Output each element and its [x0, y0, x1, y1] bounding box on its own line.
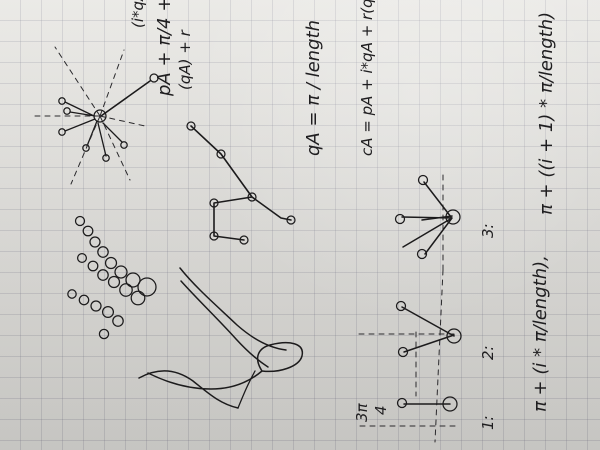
- fraction-bottom: 4: [372, 405, 390, 415]
- bottom-formulas: π + (i * π/length), π + ((i + 1) * π/len…: [530, 12, 557, 412]
- upper-formulas: pA + π/4 + (qA) + r (i*qA) qA = π / leng…: [129, 0, 376, 156]
- bottom-formula-right: π + ((i + 1) * π/length): [536, 12, 557, 215]
- zigzag-chain-sketch: [186, 121, 296, 245]
- label-3: 3:: [479, 223, 497, 238]
- top-radial-sketch: [33, 46, 159, 185]
- snake-sketch: [138, 267, 304, 409]
- fraction-top: 3π: [353, 402, 371, 422]
- bottom-formula-left: π + (i * π/length),: [530, 255, 551, 412]
- ca-formula: cA = pA + i*qA + r(qA): [358, 0, 376, 156]
- bead-chain-sketch: [67, 215, 157, 340]
- top-formula-line-1: pA + π/4 +: [154, 0, 175, 97]
- step-diagrams: [358, 174, 462, 443]
- label-2: 2:: [479, 345, 497, 360]
- label-1: 1:: [479, 415, 497, 430]
- top-formula-line-3: (i*qA): [129, 0, 147, 28]
- qa-formula: qA = π / length: [303, 20, 324, 156]
- lower-labels: 3: 2: 1: 3π 4: [353, 223, 497, 430]
- top-formula-line-2: (qA) + r: [176, 29, 194, 90]
